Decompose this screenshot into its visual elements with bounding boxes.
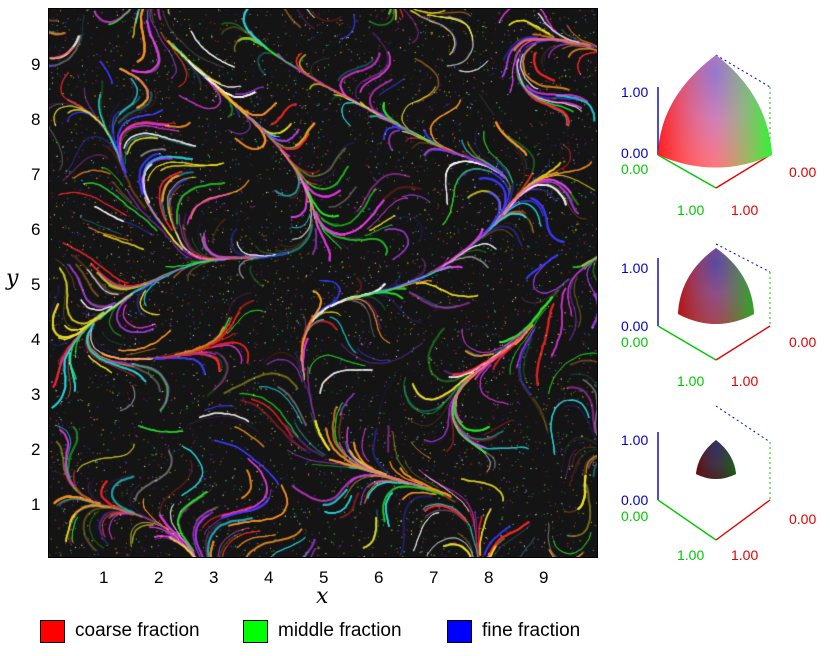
inset-large-green-max: 1.00 [677,202,705,218]
x-tick-label: 4 [264,568,274,587]
y-tick-label: 7 [31,165,41,184]
x-tick-label: 8 [484,568,494,587]
inset-large-blue-min: 0.00 [621,145,649,161]
legend-swatch-middle [243,619,268,643]
inset-medium-blue-max: 1.00 [621,260,649,276]
x-tick-label: 2 [154,568,164,587]
inset-small-blue-max: 1.00 [621,432,649,448]
x-tick-label: 3 [209,568,219,587]
legend-swatch-fine [447,619,472,643]
particle-field-plot [48,8,598,558]
color-key-inset-medium [657,243,771,361]
y-tick-label: 6 [31,220,41,239]
particle-field-canvas [49,9,597,557]
inset-large-blue-max: 1.00 [621,84,649,100]
inset-medium-green-max: 1.00 [677,373,705,389]
legend-item-fine: fine fraction [447,618,580,644]
x-tick-label: 9 [539,568,549,587]
inset-small-green-max: 1.00 [677,547,705,563]
x-tick-label: 7 [429,568,439,587]
inset-small-green-min: 0.00 [621,508,649,524]
legend-item-coarse: coarse fraction [40,618,200,644]
y-axis-title: y [6,266,19,291]
inset-small-red-max: 1.00 [731,547,759,563]
inset-medium-green-min: 0.00 [621,334,649,350]
y-tick-label: 9 [31,55,41,74]
legend-label: middle fraction [278,620,402,641]
inset-medium-red-min: 0.00 [789,334,817,350]
inset-large-red-min: 0.00 [789,164,817,180]
x-axis-title: x [316,584,329,609]
inset-large-red-max: 1.00 [731,202,759,218]
legend-label: coarse fraction [75,620,200,641]
legend-swatch-coarse [40,619,65,643]
inset-small-red-min: 0.00 [789,511,817,527]
x-tick-label: 1 [99,568,109,587]
x-tick-label: 5 [319,568,329,587]
inset-large-green-min: 0.00 [621,161,649,177]
legend-item-middle: middle fraction [243,618,402,644]
y-tick-label: 1 [31,495,41,514]
y-tick-label: 2 [31,440,41,459]
y-tick-label: 8 [31,110,41,129]
legend-label: fine fraction [482,620,581,641]
color-key-inset-large [657,54,772,189]
y-tick-label: 4 [31,330,41,349]
x-tick-label: 6 [374,568,384,587]
inset-medium-red-max: 1.00 [731,373,759,389]
y-tick-label: 5 [31,275,41,294]
inset-medium-blue-min: 0.00 [621,318,649,334]
inset-small-blue-min: 0.00 [621,492,649,508]
color-key-inset-small [657,405,771,541]
y-tick-label: 3 [31,385,41,404]
